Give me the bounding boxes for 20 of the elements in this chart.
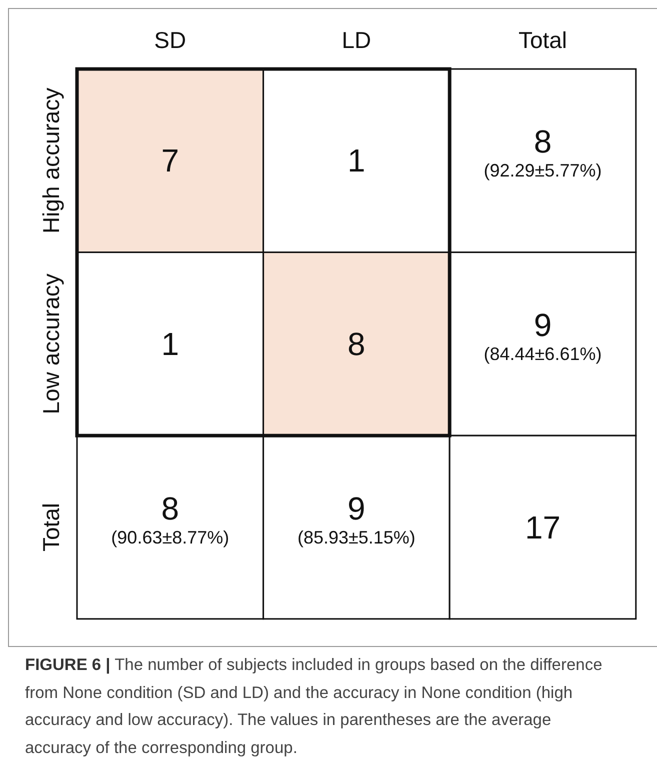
x-tick-label: Total (518, 27, 568, 53)
data-label: 1 (348, 142, 366, 179)
annotation: (84.44±6.61%) (484, 344, 602, 364)
annotation: (92.29±5.77%) (484, 160, 602, 181)
data-label: 1 (161, 326, 180, 362)
caption: FIGURE 6 | The number of subjects included in groups based on the difference from None condition (SD and LD) and the accuracy in None condition (high accuracy and low accuracy). The values in parentheses are the average accuracy of the corresponding group. (25, 655, 604, 758)
x-tick-label: LD (342, 27, 372, 53)
data-label: 9 (348, 490, 366, 526)
data-label: 9 (534, 306, 552, 343)
data-label: 8 (348, 326, 366, 362)
x-tick-label: SD (154, 27, 186, 53)
annotation: (85.93±5.15%) (297, 527, 416, 548)
annotation: (90.63±8.77%) (111, 527, 230, 548)
data-label: 8 (534, 124, 552, 160)
data-label: 17 (524, 509, 561, 546)
y-tick-label: Low accuracy (38, 273, 64, 414)
data-label: 8 (161, 490, 180, 526)
data-label: 7 (161, 142, 180, 179)
y-tick-label: High accuracy (38, 87, 64, 234)
y-tick-label: Total (38, 502, 64, 552)
